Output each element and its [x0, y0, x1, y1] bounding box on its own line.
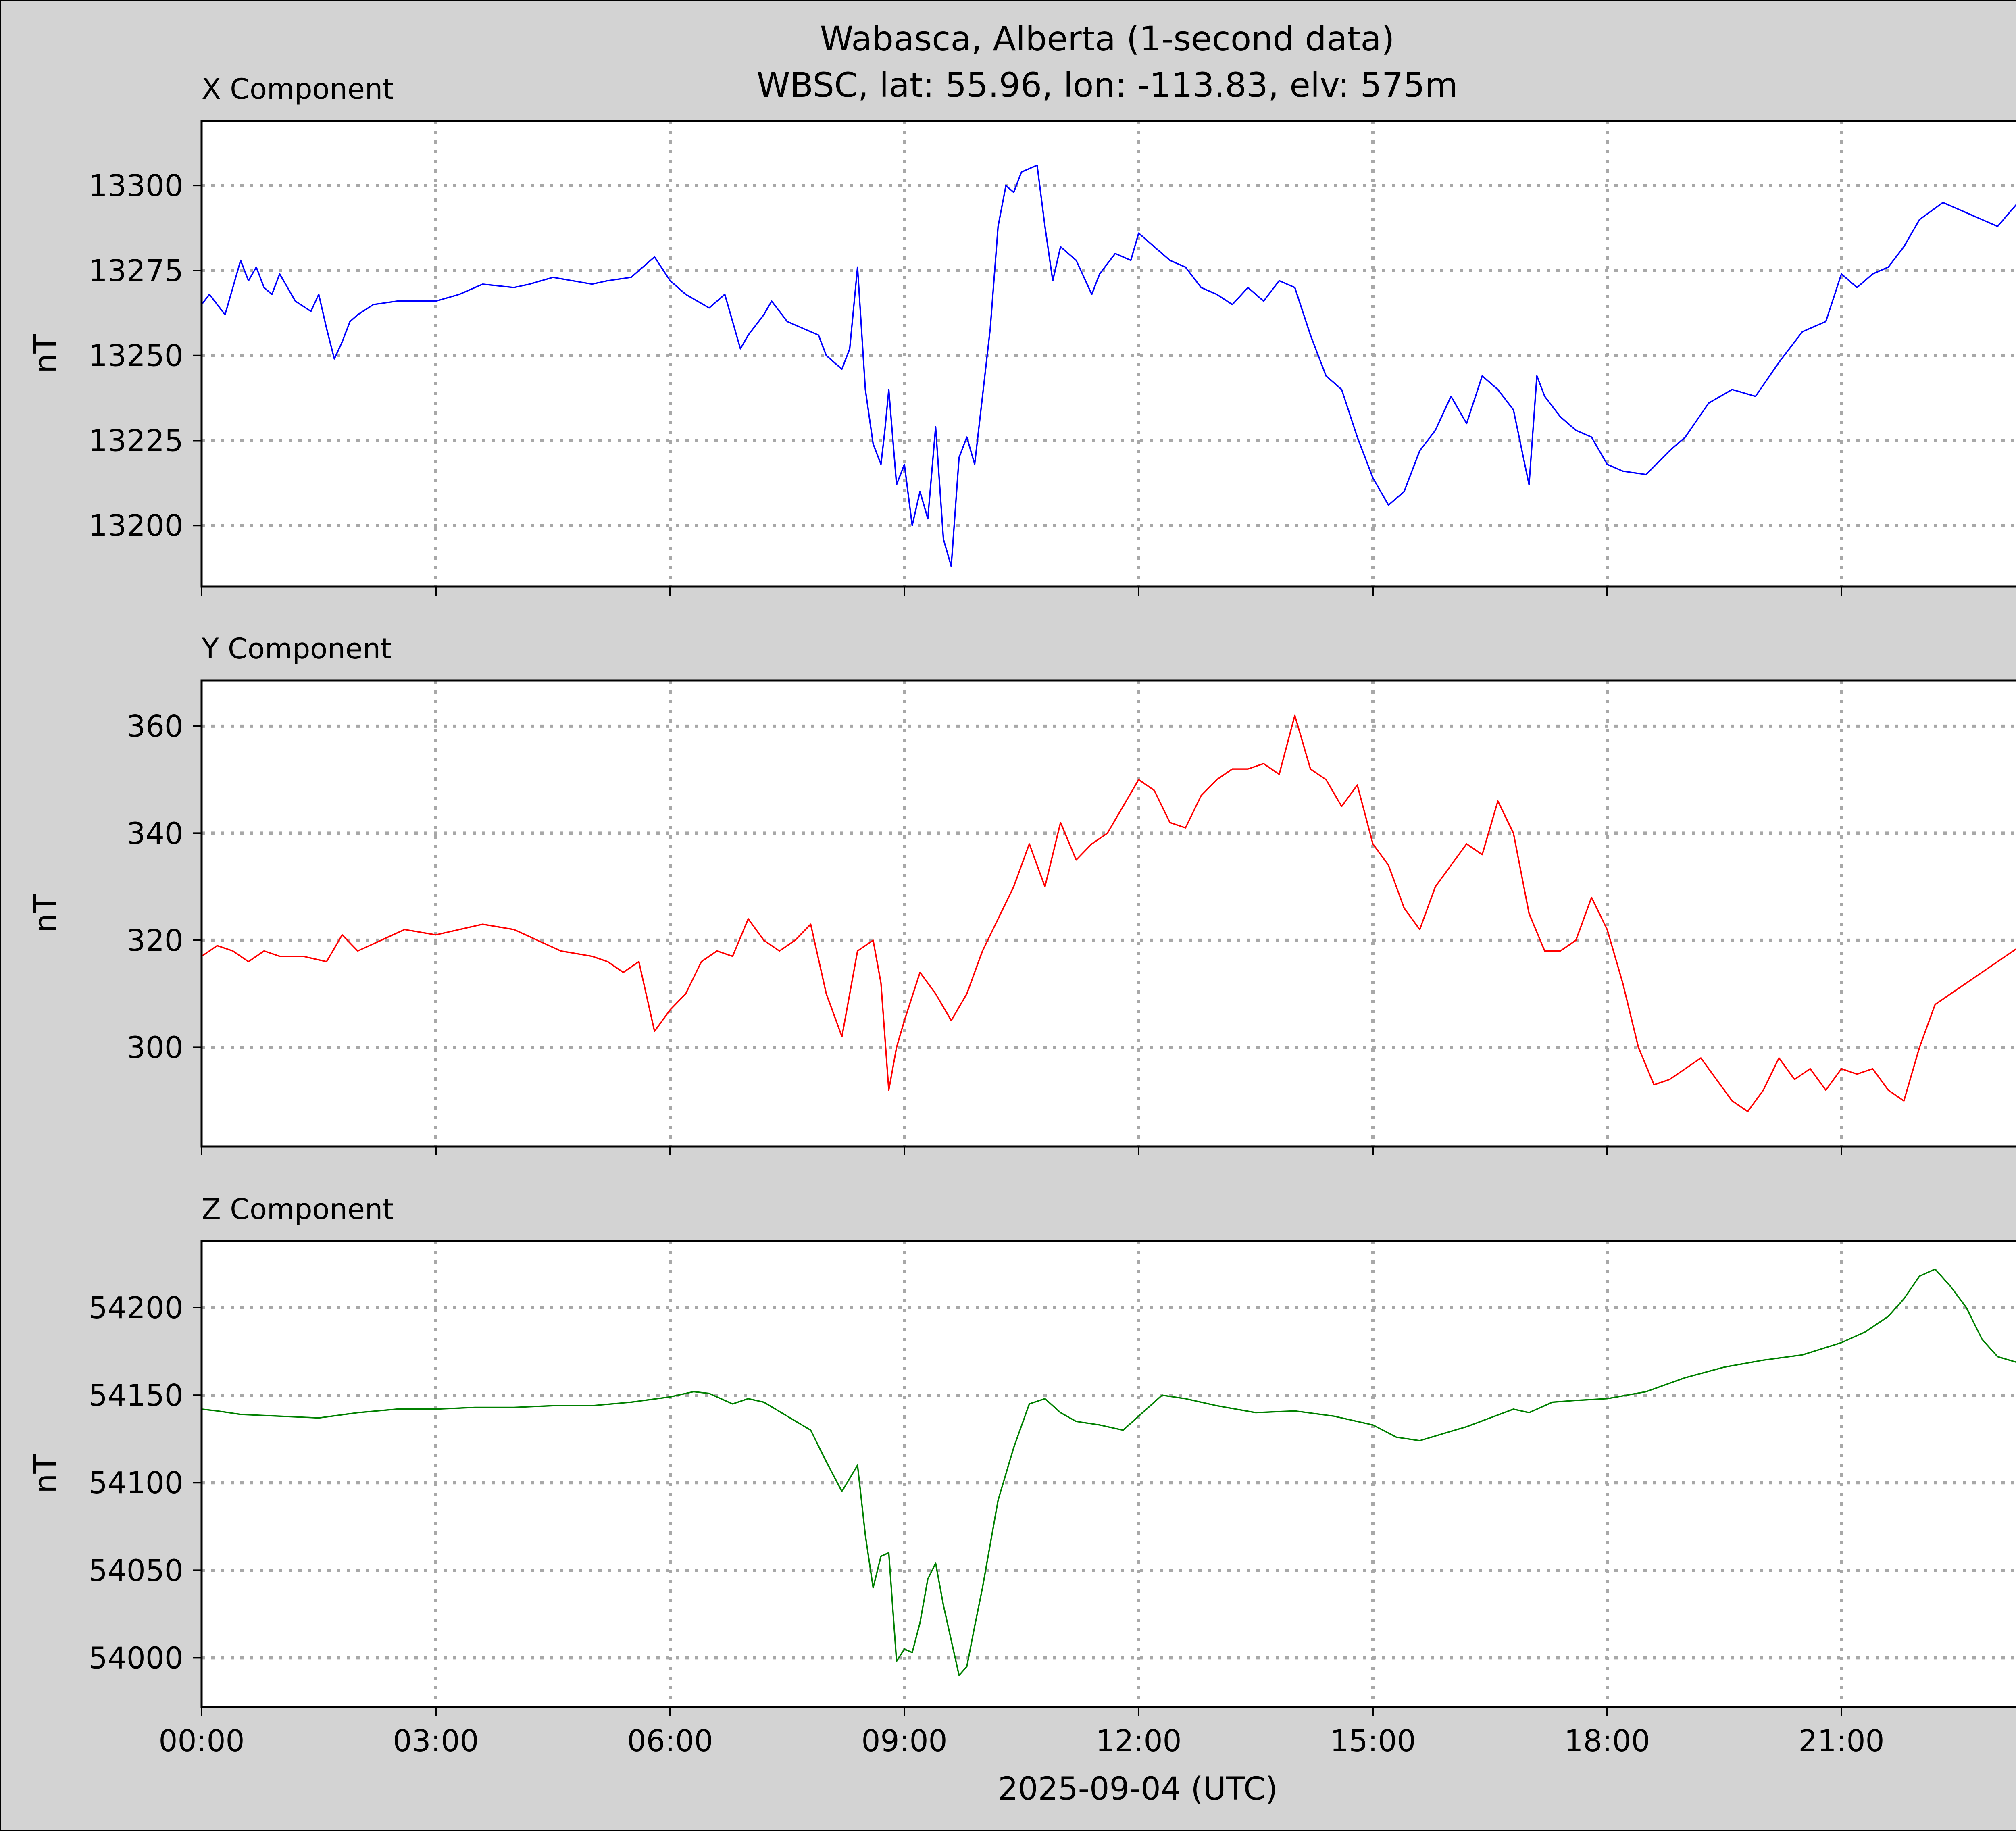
x-tick-label: 21:00: [1798, 1724, 1884, 1758]
series-line: [201, 714, 2016, 1112]
y-tick-label: 340: [127, 816, 183, 851]
y-tick-label: 320: [127, 923, 183, 958]
panel-3: 00:00 03:00 06:00 09:00 12:00 15:00 18:00 21:00…: [28, 1193, 2016, 1758]
y-tick-label: 54000: [89, 1641, 183, 1675]
x-tick-label: 06:00: [627, 1724, 713, 1758]
y-tick-label: 54150: [89, 1378, 183, 1413]
x-tick-label: 18:00: [1564, 1724, 1650, 1758]
series-line: [201, 1268, 2016, 1676]
chart-title: Wabasca, Alberta (1-second data): [820, 19, 1394, 58]
x-tick-label: 03:00: [393, 1724, 479, 1758]
y-tick-label: 13300: [89, 169, 183, 203]
y-tick-label: 13250: [89, 339, 183, 373]
x-tick-label: 09:00: [861, 1724, 947, 1758]
y-tick-label: 54050: [89, 1553, 183, 1588]
plot-area: [200, 120, 2016, 588]
panel-label: Z Component: [202, 1193, 394, 1226]
panel-1: 13200 13225 13250 13275 13300 X Component nT: [28, 73, 2016, 596]
x-tick-label: 00:00: [158, 1724, 244, 1758]
plot-border: [200, 679, 2016, 1148]
y-tick-label: 54100: [89, 1466, 183, 1500]
y-tick-label: 13200: [89, 508, 183, 543]
panel-label: Y Component: [201, 632, 392, 665]
x-axis-label: 2025-09-04 (UTC): [998, 1771, 1278, 1807]
plot-border: [200, 120, 2016, 588]
y-tick-label: 300: [127, 1030, 183, 1065]
x-tick-label: 12:00: [1095, 1724, 1181, 1758]
y-axis-label: nT: [28, 1454, 64, 1494]
plot-area: [200, 1240, 2016, 1708]
y-tick-label: 13275: [89, 254, 183, 288]
x-tick-label: 15:00: [1330, 1724, 1416, 1758]
plot-area: [200, 679, 2016, 1148]
panel-label: X Component: [202, 73, 394, 106]
y-axis-label: nT: [28, 334, 64, 373]
panel-2: 300 320 340 360 Y Component nT: [28, 632, 2016, 1155]
y-axis-label: nT: [28, 894, 64, 933]
y-tick-label: 54200: [89, 1291, 183, 1325]
series-line: [201, 164, 2016, 567]
y-tick-label: 13225: [89, 423, 183, 458]
chart-subtitle: WBSC, lat: 55.96, lon: -113.83, elv: 575…: [756, 65, 1458, 105]
y-tick-label: 360: [127, 709, 183, 744]
plot-border: [200, 1240, 2016, 1708]
